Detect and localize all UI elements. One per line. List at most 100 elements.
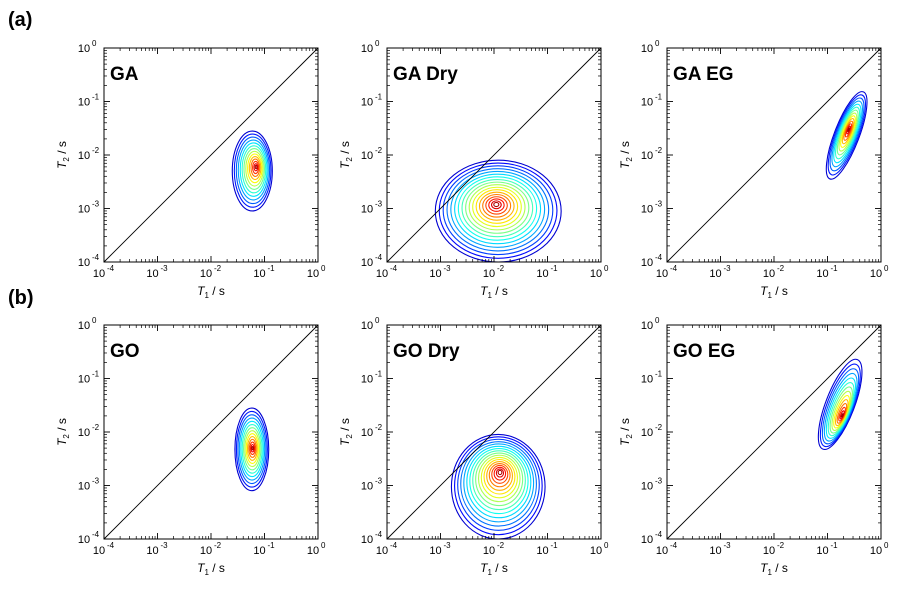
x-axis-label: T1 / s — [480, 561, 508, 577]
x-tick-exponent: 0 — [884, 541, 889, 550]
x-axis-label: T1 / s — [197, 561, 225, 577]
contour-level — [249, 441, 256, 456]
x-tick-label: 10 — [536, 545, 548, 557]
contour-level — [827, 381, 855, 437]
y-tick-label: 10 — [361, 374, 373, 386]
y-tick-exponent: -2 — [655, 146, 663, 155]
contour-level — [438, 162, 558, 259]
x-axis-label: T1 / s — [480, 284, 508, 300]
contour-level — [460, 441, 537, 527]
y-tick-exponent: -2 — [655, 423, 663, 432]
contour-level — [491, 464, 509, 484]
panel-ga-eg: 10 -4 10 -3 10 -2 10 -1 10 010 -410 -310 -210 -110 0T1… — [618, 39, 889, 300]
x-tick-exponent: -4 — [107, 541, 115, 550]
contour-level — [475, 189, 519, 224]
y-tick-label: 10 — [641, 481, 653, 493]
contour-level — [840, 115, 856, 148]
y-tick-label: 10 — [641, 374, 653, 386]
x-axis-label: T1 / s — [197, 284, 225, 300]
x-tick-exponent: -1 — [831, 541, 839, 550]
panel-go-eg: 10 -4 10 -3 10 -2 10 -1 10 010 -410 -310 -210 -110 0T1… — [618, 316, 889, 577]
contour-level — [466, 445, 532, 519]
y-tick-exponent: 0 — [92, 316, 97, 325]
y-tick-exponent: -3 — [655, 200, 663, 209]
y-tick-exponent: -1 — [375, 93, 383, 102]
contour-level — [835, 106, 861, 160]
contour-level — [231, 130, 273, 212]
contour-level — [495, 468, 505, 478]
y-tick-exponent: -1 — [92, 93, 100, 102]
contour-level — [823, 372, 858, 442]
contour-level — [252, 160, 260, 175]
y-tick-label: 10 — [361, 481, 373, 493]
contour-level — [241, 423, 263, 474]
x-tick-label: 10 — [307, 545, 319, 557]
y-tick-label: 10 — [78, 43, 90, 55]
x-tick-label: 10 — [763, 268, 775, 280]
contour-level — [825, 377, 857, 439]
y-axis-label: T2 / s — [338, 141, 354, 169]
contour-level — [247, 153, 263, 184]
contour-level — [488, 462, 511, 488]
y-tick-exponent: -3 — [375, 200, 383, 209]
y-tick-exponent: 0 — [92, 39, 97, 48]
y-axis-label: T2 / s — [618, 141, 634, 169]
x-tick-label: 10 — [93, 545, 105, 557]
contour-level — [827, 94, 866, 176]
y-tick-label: 10 — [361, 97, 373, 109]
contour-group — [817, 358, 863, 450]
y-tick-exponent: -3 — [655, 477, 663, 486]
contour-level — [454, 173, 542, 245]
contour-level — [846, 125, 851, 135]
contour-level — [821, 368, 860, 445]
y-tick-exponent: 0 — [655, 39, 660, 48]
x-tick-label: 10 — [376, 268, 388, 280]
x-tick-label: 10 — [200, 545, 212, 557]
contour-level — [485, 196, 508, 215]
contour-level — [486, 461, 513, 491]
contour-level — [253, 163, 259, 172]
y-tick-label: 10 — [641, 257, 653, 269]
contour-level — [457, 438, 540, 531]
x-tick-label: 10 — [429, 268, 441, 280]
contour-level — [472, 450, 526, 511]
y-tick-exponent: -4 — [375, 530, 383, 539]
y-tick-label: 10 — [361, 320, 373, 332]
y-tick-label: 10 — [361, 427, 373, 439]
x-tick-label: 10 — [870, 545, 882, 557]
y-tick-label: 10 — [361, 204, 373, 216]
contour-level — [829, 386, 853, 434]
contour-level — [245, 433, 259, 464]
panel-title: GA — [110, 64, 139, 85]
x-axis-label: T1 / s — [760, 284, 788, 300]
x-tick-exponent: -2 — [214, 264, 222, 273]
contour-level — [833, 394, 850, 429]
x-axis-label: T1 / s — [760, 561, 788, 577]
x-tick-exponent: -3 — [444, 264, 452, 273]
contour-level — [250, 158, 261, 178]
y-tick-label: 10 — [78, 534, 90, 546]
contour-level — [235, 410, 268, 488]
panel-ga-dry: 10 -4 10 -3 10 -2 10 -1 10 010 -410 -310 -210 -110 0T1… — [338, 39, 609, 300]
contour-level — [254, 164, 258, 170]
y-tick-label: 10 — [641, 204, 653, 216]
x-tick-exponent: -3 — [724, 264, 732, 273]
y-tick-exponent: -4 — [375, 253, 383, 262]
y-tick-label: 10 — [78, 481, 90, 493]
x-tick-label: 10 — [253, 268, 265, 280]
contour-level — [838, 112, 858, 152]
contour-level — [475, 452, 524, 507]
y-tick-exponent: 0 — [655, 316, 660, 325]
contour-level — [472, 186, 522, 228]
y-tick-exponent: -4 — [655, 530, 663, 539]
y-tick-exponent: -4 — [655, 253, 663, 262]
y-tick-label: 10 — [78, 204, 90, 216]
contour-level — [493, 201, 500, 208]
contour-level — [245, 150, 264, 187]
y-tick-label: 10 — [78, 97, 90, 109]
y-tick-label: 10 — [78, 320, 90, 332]
panels-group: 10 -4 10 -3 10 -2 10 -1 10 010 -410 -310 -210 -110 0T1… — [55, 39, 889, 577]
contour-level — [246, 436, 258, 461]
contour-level — [442, 165, 554, 256]
contour-level — [847, 127, 851, 133]
